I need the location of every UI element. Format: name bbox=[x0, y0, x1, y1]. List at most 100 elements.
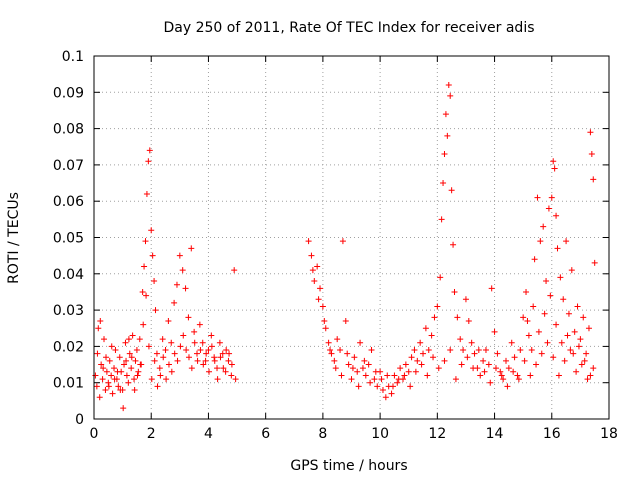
data-point bbox=[216, 339, 223, 346]
data-point bbox=[565, 310, 572, 317]
data-point bbox=[140, 321, 147, 328]
data-point bbox=[125, 336, 132, 343]
data-point bbox=[344, 350, 351, 357]
data-point bbox=[228, 361, 235, 368]
data-point bbox=[517, 347, 524, 354]
data-point bbox=[480, 357, 487, 364]
data-point bbox=[121, 361, 128, 368]
data-point bbox=[475, 347, 482, 354]
data-point bbox=[462, 296, 469, 303]
data-point bbox=[131, 386, 138, 393]
data-point bbox=[553, 321, 560, 328]
data-point bbox=[163, 376, 170, 383]
data-point bbox=[132, 357, 139, 364]
data-point bbox=[553, 212, 560, 219]
data-point bbox=[208, 332, 215, 339]
data-point bbox=[325, 339, 332, 346]
data-point bbox=[500, 376, 507, 383]
data-point bbox=[131, 376, 138, 383]
data-point bbox=[402, 361, 409, 368]
data-point bbox=[108, 372, 115, 379]
y-tick-label: 0.03 bbox=[53, 303, 84, 319]
data-point bbox=[174, 357, 181, 364]
data-point bbox=[590, 176, 597, 183]
data-point bbox=[355, 383, 362, 390]
data-point bbox=[194, 357, 201, 364]
data-point bbox=[231, 267, 238, 274]
x-tick-label: 10 bbox=[371, 426, 389, 442]
data-point bbox=[511, 354, 518, 361]
data-point bbox=[431, 314, 438, 321]
data-point bbox=[98, 361, 105, 368]
data-point bbox=[185, 314, 192, 321]
data-point bbox=[454, 314, 461, 321]
data-point bbox=[179, 267, 186, 274]
data-point bbox=[440, 180, 447, 187]
data-point bbox=[535, 328, 542, 335]
data-point bbox=[492, 365, 499, 372]
data-point bbox=[538, 350, 545, 357]
x-tick-label: 12 bbox=[428, 426, 446, 442]
data-point bbox=[108, 343, 115, 350]
data-point bbox=[428, 332, 435, 339]
data-point bbox=[394, 379, 401, 386]
data-point bbox=[309, 267, 316, 274]
data-point bbox=[508, 339, 515, 346]
x-tick-label: 4 bbox=[204, 426, 213, 442]
data-point bbox=[418, 361, 425, 368]
data-point bbox=[337, 347, 344, 354]
data-point bbox=[470, 365, 477, 372]
data-point bbox=[106, 357, 113, 364]
data-point bbox=[101, 336, 108, 343]
data-point bbox=[217, 354, 224, 361]
data-point bbox=[521, 357, 528, 364]
data-point bbox=[177, 343, 184, 350]
data-point bbox=[447, 347, 454, 354]
data-point bbox=[112, 347, 119, 354]
data-point bbox=[422, 325, 429, 332]
data-point bbox=[540, 223, 547, 230]
data-point bbox=[515, 376, 522, 383]
data-point bbox=[527, 372, 534, 379]
data-point bbox=[451, 288, 458, 295]
data-point bbox=[151, 278, 158, 285]
data-point bbox=[588, 151, 595, 158]
y-tick-label: 0.06 bbox=[53, 194, 84, 210]
x-tick-label: 16 bbox=[543, 426, 561, 442]
data-point bbox=[103, 354, 110, 361]
data-point bbox=[143, 190, 150, 197]
data-point bbox=[464, 354, 471, 361]
data-point bbox=[365, 361, 372, 368]
data-point bbox=[99, 376, 106, 383]
data-point bbox=[94, 350, 101, 357]
data-point bbox=[348, 376, 355, 383]
data-point bbox=[450, 241, 457, 248]
data-point bbox=[334, 336, 341, 343]
data-point bbox=[537, 238, 544, 245]
data-point bbox=[162, 347, 169, 354]
data-point bbox=[577, 336, 584, 343]
data-point bbox=[146, 147, 153, 154]
data-point bbox=[438, 216, 445, 223]
data-point bbox=[145, 343, 152, 350]
data-point bbox=[95, 325, 102, 332]
data-point bbox=[128, 365, 135, 372]
data-point bbox=[168, 339, 175, 346]
data-point bbox=[153, 350, 160, 357]
data-point bbox=[117, 386, 124, 393]
data-point bbox=[389, 383, 396, 390]
x-tick-label: 18 bbox=[600, 426, 618, 442]
data-point bbox=[564, 332, 571, 339]
data-point bbox=[159, 336, 166, 343]
data-point bbox=[342, 317, 349, 324]
data-point bbox=[544, 339, 551, 346]
data-point bbox=[137, 361, 144, 368]
data-point bbox=[397, 365, 404, 372]
data-point bbox=[197, 347, 204, 354]
data-point bbox=[430, 354, 437, 361]
data-point bbox=[109, 390, 116, 397]
data-point bbox=[591, 259, 598, 266]
data-point bbox=[156, 365, 163, 372]
data-point bbox=[148, 376, 155, 383]
data-point bbox=[103, 368, 110, 375]
